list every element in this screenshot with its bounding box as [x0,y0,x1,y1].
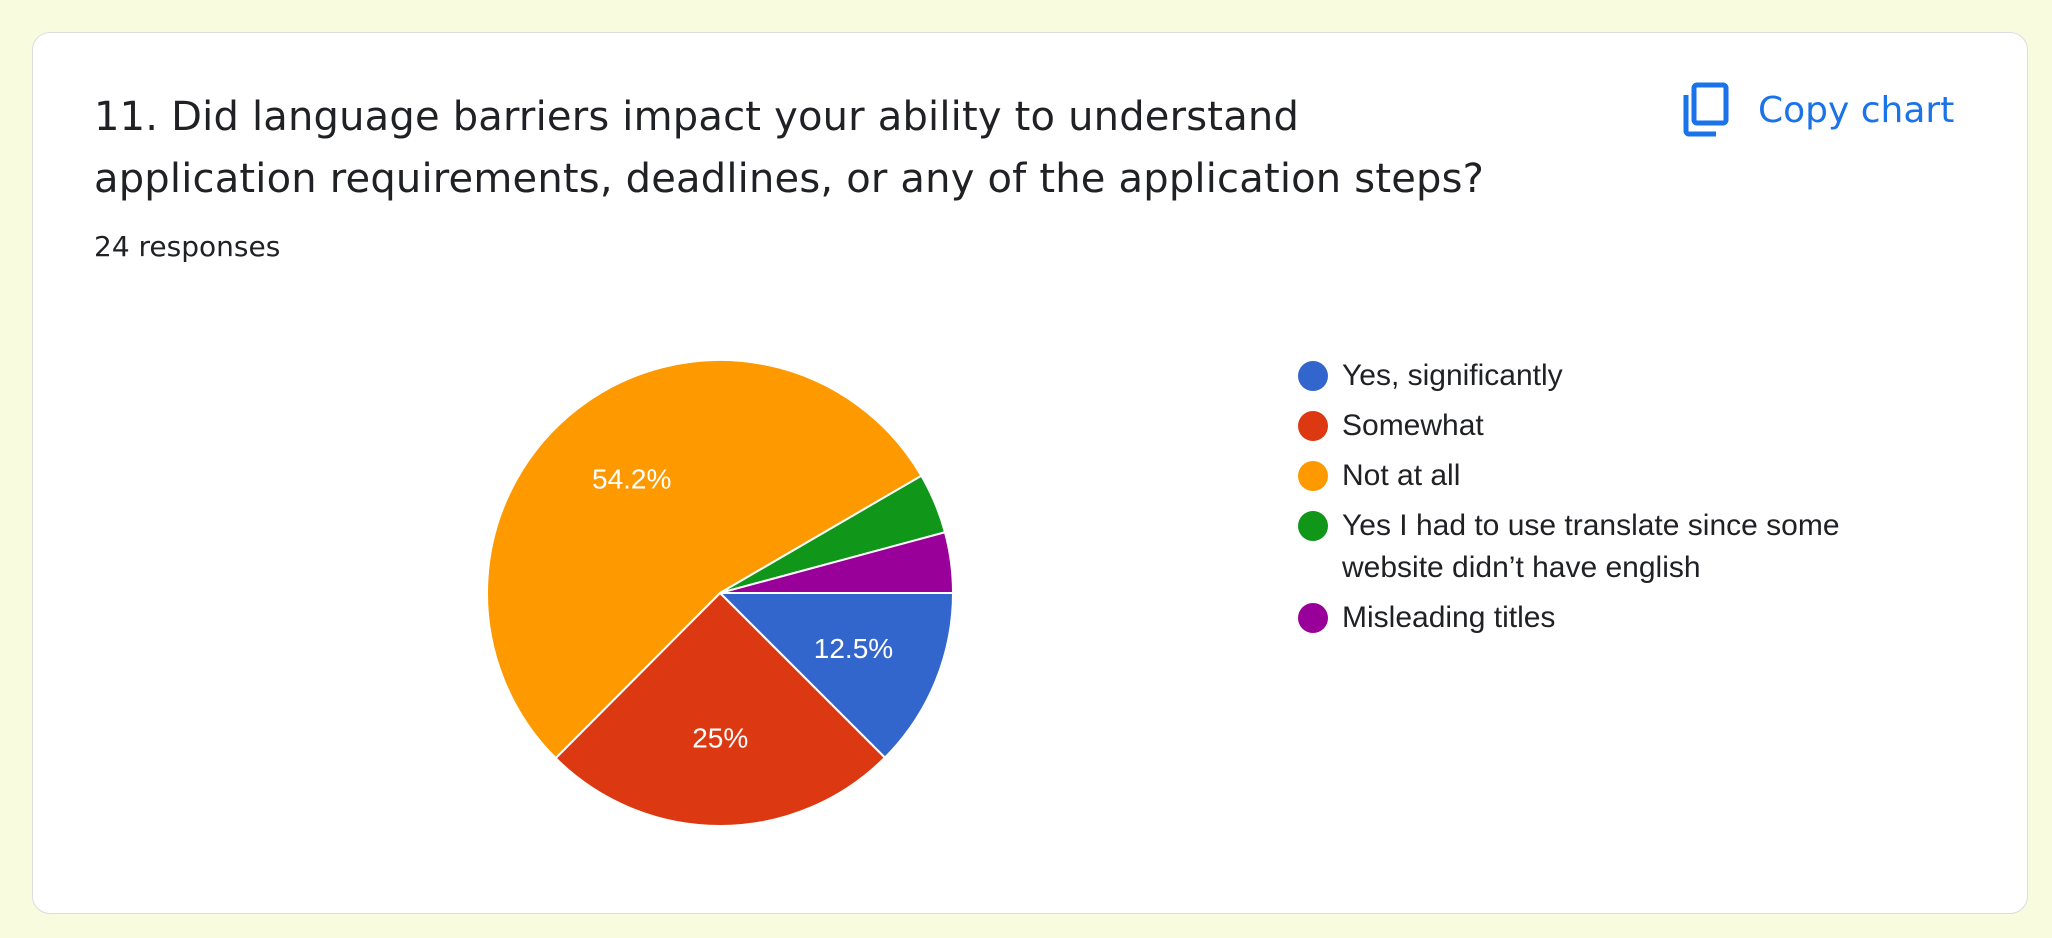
pie-slice[interactable] [717,592,955,760]
slice-data-label: 54.2% [592,464,671,495]
legend-swatch [1298,511,1328,541]
legend-swatch [1298,361,1328,391]
slice-data-label: 25% [692,722,748,753]
legend-item[interactable]: Not at all [1298,455,1858,497]
legend-label: Not at all [1342,459,1461,492]
copy-chart-label: Copy chart [1758,89,1955,131]
legend-label: Somewhat [1342,409,1484,442]
slice-data-label: 12.5% [814,633,893,664]
legend-swatch [1298,411,1328,441]
pie-slice[interactable] [719,531,955,594]
legend-label: Yes I had to use translate since some we… [1342,509,1840,584]
question-title: 11. Did language barriers impact your ab… [94,94,1485,202]
pie-slice[interactable] [486,359,923,760]
copy-icon [1683,82,1729,137]
chart-legend: Yes, significantly Somewhat Not at all Y… [1298,355,1858,647]
copy-chart-button[interactable]: Copy chart [1680,80,1954,140]
legend-item[interactable]: Yes, significantly [1298,355,1858,397]
legend-swatch [1298,461,1328,491]
legend-label: Yes, significantly [1342,359,1563,392]
legend-swatch [1298,603,1328,633]
legend-label: Misleading titles [1342,601,1556,634]
legend-item[interactable]: Misleading titles [1298,597,1858,639]
legend-item[interactable]: Yes I had to use translate since some we… [1298,505,1858,589]
legend-item[interactable]: Somewhat [1298,405,1858,447]
chart-card [32,32,2028,914]
response-count: 24 responses [94,230,281,263]
pie-slice[interactable] [554,591,887,827]
